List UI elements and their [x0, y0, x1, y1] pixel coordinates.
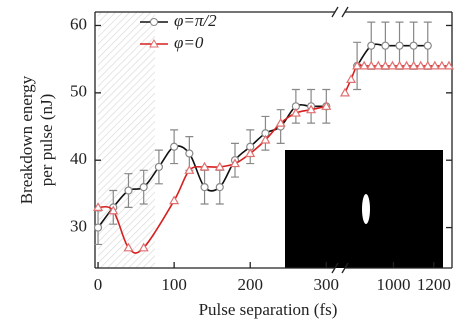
y-tick-label: 60	[70, 14, 87, 33]
marker	[396, 42, 403, 49]
marker	[171, 143, 178, 150]
shaded-region	[98, 12, 155, 268]
marker	[201, 184, 208, 191]
marker	[125, 187, 132, 194]
y-tick-label: 50	[70, 82, 87, 101]
chart: Pulse separation (fs) Breakdown energy p…	[0, 0, 466, 324]
marker	[170, 197, 178, 204]
marker	[347, 75, 355, 82]
marker	[341, 89, 349, 96]
marker	[186, 150, 193, 157]
marker	[95, 224, 102, 231]
marker	[216, 184, 223, 191]
x-tick-label: 0	[94, 275, 103, 294]
marker	[155, 163, 162, 170]
x-tick-label: 1200	[417, 275, 451, 294]
x-tick-label: 1000	[376, 275, 410, 294]
inset-spot	[362, 194, 370, 224]
x-axis-label: Pulse separation (fs)	[199, 300, 338, 319]
y-axis-label: per pulse (nJ)	[37, 94, 56, 187]
marker	[382, 42, 389, 49]
marker	[424, 42, 431, 49]
legend-label: φ=0	[174, 33, 204, 52]
y-axis-label: Breakdown energy	[17, 75, 36, 204]
marker	[410, 42, 417, 49]
y-tick-label: 40	[70, 149, 87, 168]
marker	[368, 42, 375, 49]
legend-marker	[151, 19, 158, 26]
legend-label: φ=π/2	[174, 11, 217, 30]
x-tick-label: 300	[314, 275, 340, 294]
marker	[140, 184, 147, 191]
x-tick-label: 100	[161, 275, 187, 294]
x-tick-label: 200	[237, 275, 263, 294]
y-tick-label: 30	[70, 216, 87, 235]
